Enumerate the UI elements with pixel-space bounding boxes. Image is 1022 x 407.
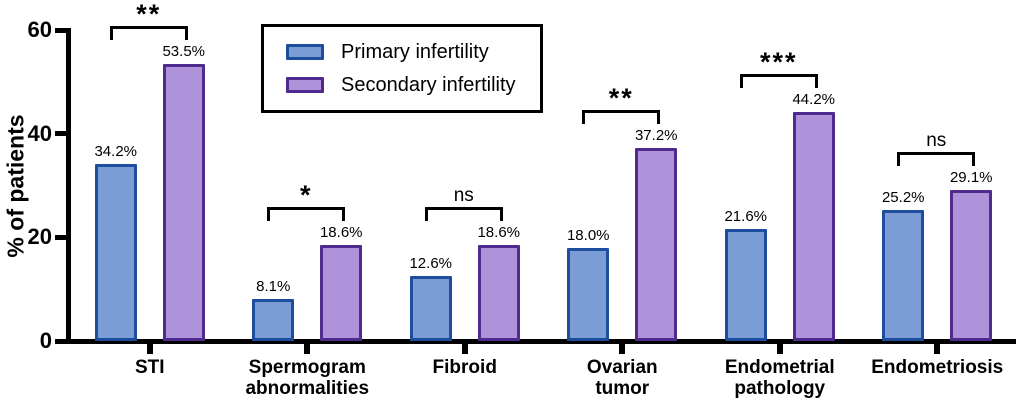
bar-primary-infertility-fibroid	[409, 275, 452, 341]
y-tick-label-60: 60	[27, 17, 52, 42]
bar-primary-infertility-endometriosis	[882, 210, 925, 341]
bar-secondary-infertility-fibroid	[477, 244, 520, 341]
legend-label-primary-infertility: Primary infertility	[341, 41, 489, 63]
bar-primary-infertility-sti	[94, 163, 137, 341]
x-tick-spermogram-abnormalities	[304, 344, 311, 354]
significance-bracket-spermogram-abnormalities	[267, 206, 346, 221]
bar-secondary-infertility-endometrial-pathology	[792, 111, 835, 341]
category-label-sti: STI	[134, 357, 165, 378]
x-axis-labels: STI Spermogram abnormalities Fibroid Ovaria…	[71, 344, 1016, 400]
x-tick-endometrial-pathology	[776, 344, 783, 354]
bar-primary-infertility-spermogram-abnormalities	[252, 299, 295, 341]
bar-secondary-infertility-ovarian-tumor	[635, 148, 678, 341]
bar-group-fibroid: 12.6% 18.6% ns	[386, 30, 544, 341]
x-label-cell-endometriosis: Endometriosis	[859, 344, 1017, 400]
x-label-cell-ovarian-tumor: Ovarian tumor	[544, 344, 702, 400]
bar-primary-infertility-endometrial-pathology	[724, 229, 767, 341]
category-label-endometriosis: Endometriosis	[871, 357, 1004, 378]
value-label-secondary-infertility-fibroid: 18.6%	[477, 223, 521, 241]
significance-label-endometriosis: ns	[926, 130, 947, 152]
x-label-cell-fibroid: Fibroid	[386, 344, 544, 400]
significance-bracket-endometrial-pathology	[739, 73, 818, 88]
x-tick-fibroid	[461, 344, 468, 354]
y-tick-20	[55, 234, 67, 240]
bar-secondary-infertility-spermogram-abnormalities	[320, 244, 363, 341]
value-label-secondary-infertility-spermogram-abnormalities: 18.6%	[319, 223, 363, 241]
category-label-ovarian-tumor: Ovarian tumor	[586, 357, 658, 400]
value-label-primary-infertility-endometrial-pathology: 21.6%	[724, 208, 768, 226]
significance-label-spermogram-abnormalities: *	[299, 179, 313, 210]
y-tick-60	[55, 27, 67, 33]
x-axis-line	[66, 339, 1016, 344]
bar-group-endometriosis: 25.2% 29.1% ns	[859, 30, 1017, 341]
legend: Primary infertility Secondary infertilit…	[261, 24, 543, 113]
value-label-primary-infertility-spermogram-abnormalities: 8.1%	[256, 278, 291, 296]
y-tick-label-0: 0	[39, 328, 52, 353]
bar-group-ovarian-tumor: 18.0% 37.2% **	[544, 30, 702, 341]
legend-swatch-secondary-infertility	[286, 77, 324, 93]
category-label-fibroid: Fibroid	[432, 357, 497, 378]
x-label-cell-endometrial-pathology: Endometrial pathology	[701, 344, 859, 400]
value-label-secondary-infertility-endometriosis: 29.1%	[949, 169, 993, 187]
legend-label-secondary-infertility: Secondary infertility	[341, 74, 516, 96]
bar-pair-endometrial-pathology: 21.6% 44.2% ***	[724, 30, 835, 341]
value-label-primary-infertility-fibroid: 12.6%	[409, 254, 453, 272]
bar-pair-ovarian-tumor: 18.0% 37.2% **	[567, 30, 678, 341]
value-label-secondary-infertility-ovarian-tumor: 37.2%	[634, 127, 678, 145]
legend-item-secondary: Secondary infertility	[286, 73, 516, 97]
legend-item-primary: Primary infertility	[286, 40, 516, 64]
x-label-cell-spermogram-abnormalities: Spermogram abnormalities	[229, 344, 387, 400]
bar-pair-endometriosis: 25.2% 29.1% ns	[882, 30, 993, 341]
x-label-cell-sti: STI	[71, 344, 229, 400]
bar-group-spermogram-abnormalities: 8.1% 18.6% *	[229, 30, 387, 341]
significance-bracket-sti	[109, 25, 188, 40]
bar-pair-spermogram-abnormalities: 8.1% 18.6% *	[252, 30, 363, 341]
legend-swatch-primary-infertility	[286, 44, 324, 60]
significance-label-endometrial-pathology: ***	[759, 46, 798, 77]
plot-area: 34.2% 53.5% ** 8.1% 18.6% * 12.6% 18.6% ns 18.0% 3…	[71, 0, 1017, 341]
x-tick-sti	[146, 344, 153, 354]
bar-group-sti: 34.2% 53.5% **	[71, 0, 229, 341]
y-tick-label-20: 20	[27, 224, 52, 250]
y-tick-label-40: 40	[27, 120, 52, 146]
x-tick-ovarian-tumor	[619, 344, 626, 354]
y-tick-40	[55, 131, 67, 137]
bar-group-endometrial-pathology: 21.6% 44.2% ***	[701, 30, 859, 341]
value-label-secondary-infertility-endometrial-pathology: 44.2%	[792, 90, 836, 108]
bar-secondary-infertility-endometriosis	[950, 190, 993, 341]
value-label-secondary-infertility-sti: 53.5%	[162, 42, 206, 60]
x-tick-endometriosis	[934, 344, 941, 354]
value-label-primary-infertility-ovarian-tumor: 18.0%	[566, 226, 610, 244]
value-label-primary-infertility-endometriosis: 25.2%	[881, 189, 925, 207]
significance-bracket-ovarian-tumor	[582, 110, 661, 125]
category-label-endometrial-pathology: Endometrial pathology	[724, 357, 835, 400]
significance-label-fibroid: ns	[453, 184, 474, 206]
value-label-primary-infertility-sti: 34.2%	[94, 142, 138, 160]
bar-pair-sti: 34.2% 53.5% **	[94, 0, 205, 341]
y-tick-0	[55, 338, 67, 344]
significance-label-sti: **	[136, 0, 162, 29]
significance-label-ovarian-tumor: **	[608, 83, 634, 114]
category-label-spermogram-abnormalities: Spermogram abnormalities	[245, 357, 370, 400]
significance-bracket-fibroid	[424, 206, 503, 221]
bar-pair-fibroid: 12.6% 18.6% ns	[409, 30, 520, 341]
significance-bracket-endometriosis	[897, 152, 976, 167]
bar-secondary-infertility-sti	[162, 63, 205, 341]
y-axis-line	[66, 28, 71, 344]
bar-primary-infertility-ovarian-tumor	[567, 247, 610, 341]
